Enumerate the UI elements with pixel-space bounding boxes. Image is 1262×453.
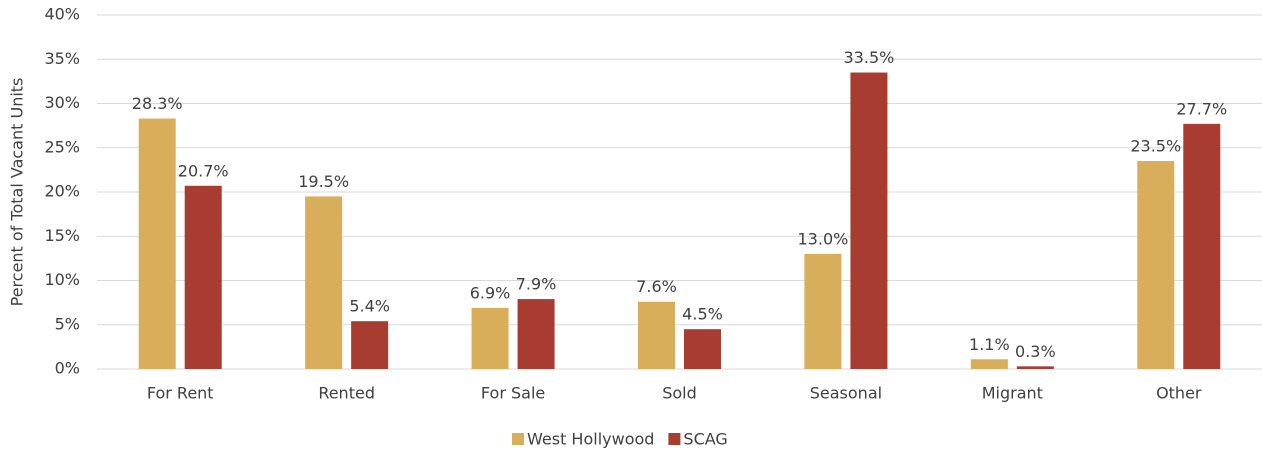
data-label: 0.3% bbox=[1015, 342, 1056, 361]
bar bbox=[1183, 123, 1221, 369]
bar bbox=[471, 307, 509, 369]
bar bbox=[305, 196, 343, 369]
y-tick-label: 35% bbox=[44, 49, 80, 68]
data-label: 7.6% bbox=[636, 277, 677, 296]
bar bbox=[138, 118, 176, 369]
data-label: 5.4% bbox=[349, 297, 390, 316]
x-tick-label: Migrant bbox=[982, 384, 1043, 403]
bar bbox=[1016, 366, 1054, 369]
bar bbox=[184, 185, 222, 369]
bar bbox=[638, 301, 675, 369]
legend-label: SCAG bbox=[683, 430, 727, 449]
y-tick-label: 30% bbox=[44, 93, 80, 112]
data-label: 7.9% bbox=[516, 275, 557, 294]
x-tick-label: Other bbox=[1156, 384, 1202, 403]
bar bbox=[850, 72, 888, 370]
y-tick-label: 15% bbox=[44, 226, 80, 245]
x-tick-label: Sold bbox=[662, 384, 697, 403]
x-tick-label: For Rent bbox=[147, 384, 214, 403]
y-tick-label: 10% bbox=[44, 270, 80, 289]
legend-label: West Hollywood bbox=[527, 430, 654, 449]
y-tick-label: 0% bbox=[55, 359, 80, 378]
y-tick-label: 25% bbox=[44, 137, 80, 156]
y-tick-label: 20% bbox=[44, 182, 80, 201]
data-label: 33.5% bbox=[844, 48, 895, 67]
legend-swatch bbox=[668, 433, 681, 445]
bar bbox=[351, 321, 389, 369]
bar bbox=[684, 329, 721, 369]
y-tick-label: 5% bbox=[55, 314, 80, 333]
data-label: 27.7% bbox=[1176, 99, 1227, 118]
bar bbox=[517, 299, 555, 369]
data-label: 20.7% bbox=[178, 161, 229, 180]
data-label: 23.5% bbox=[1130, 137, 1181, 156]
data-label: 6.9% bbox=[470, 283, 511, 302]
y-tick-label: 40% bbox=[44, 5, 80, 24]
bar bbox=[970, 359, 1008, 369]
legend-swatch bbox=[512, 433, 524, 445]
bar bbox=[804, 253, 842, 369]
x-tick-label: Seasonal bbox=[810, 384, 882, 403]
data-label: 28.3% bbox=[132, 94, 183, 113]
y-axis-label: Percent of Total Vacant Units bbox=[8, 78, 27, 307]
data-label: 1.1% bbox=[969, 335, 1010, 354]
x-tick-label: For Sale bbox=[481, 384, 545, 403]
bar bbox=[1137, 161, 1175, 369]
data-label: 13.0% bbox=[798, 229, 849, 248]
data-label: 4.5% bbox=[682, 305, 723, 324]
data-label: 19.5% bbox=[298, 172, 349, 191]
x-tick-label: Rented bbox=[318, 384, 375, 403]
